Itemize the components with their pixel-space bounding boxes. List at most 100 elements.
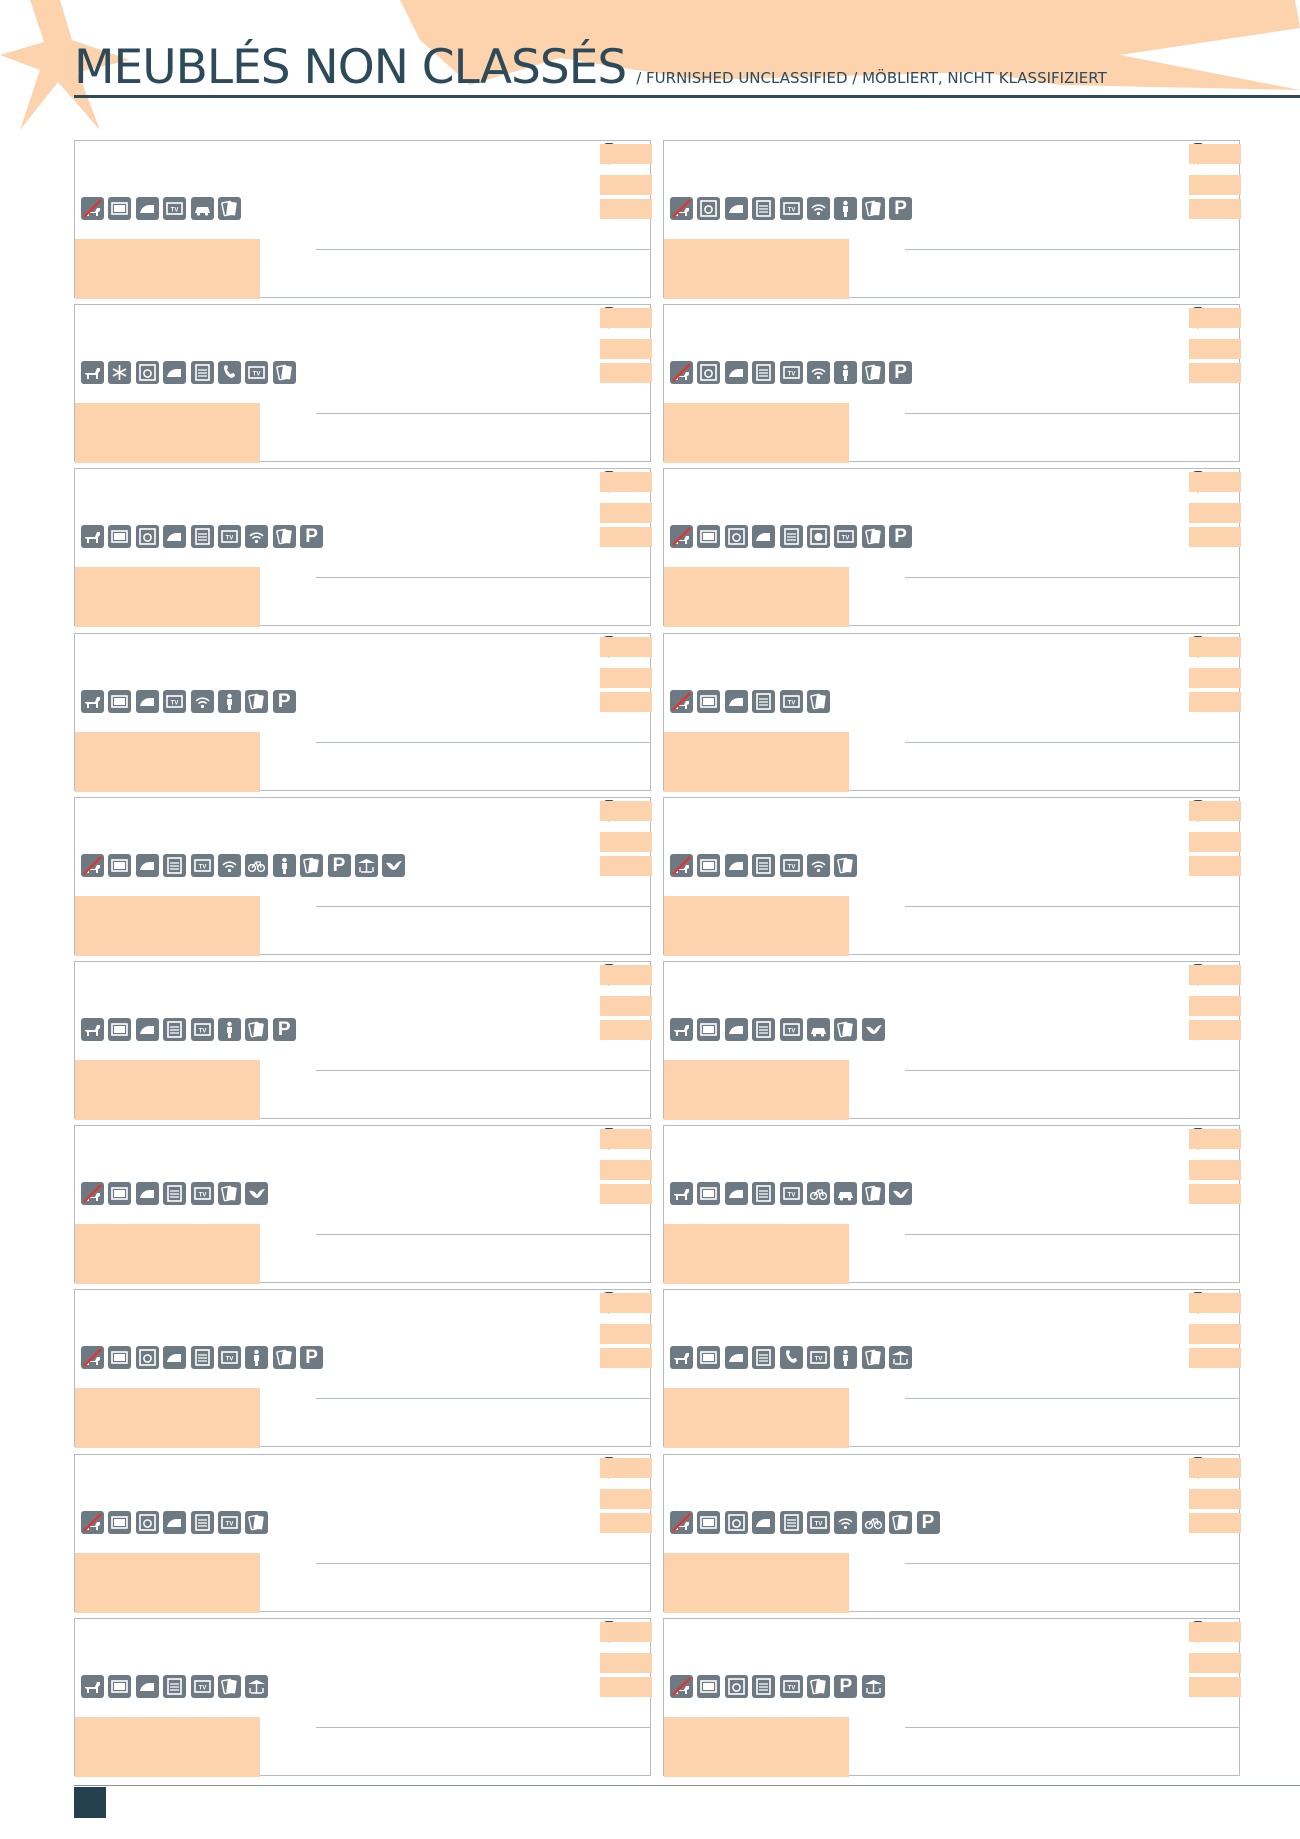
dishwasher-icon [752,197,776,220]
info-block-2 [600,339,652,360]
svg-text:TV: TV [787,1193,795,1199]
dishwasher-icon [163,853,187,877]
info-block-3 [600,363,652,384]
no-pets-icon [670,1674,693,1698]
info-block-1 [1189,1129,1241,1150]
info-block-2 [1189,1488,1241,1509]
iron-icon [163,1510,187,1534]
info-block-3 [600,1019,652,1040]
info-block-2 [600,1324,652,1345]
air-conditioning-icon [108,361,132,385]
child-icon [834,361,858,385]
pets-icon [81,1017,104,1041]
card-payment-icon [806,689,830,713]
info-block-2 [600,1488,652,1509]
washing-machine-icon [697,361,721,385]
card-payment-icon [861,525,885,549]
dishwasher-icon [752,689,776,713]
info-block-1 [600,964,652,985]
info-block-1 [1189,308,1241,329]
listing-card: TV [663,632,1241,792]
svg-text:TV: TV [787,1028,795,1034]
microwave-icon [108,197,132,220]
iron-icon [163,361,187,385]
info-block-3 [1189,691,1241,712]
divider-line [905,741,1239,743]
info-block-2 [1189,1652,1241,1673]
info-block-2 [1189,175,1241,195]
photo-placeholder [664,1388,849,1449]
divider-line [316,1069,650,1071]
card-payment-icon [217,197,241,220]
card-payment-icon [245,1017,269,1041]
card-payment-icon [834,1017,858,1041]
svg-text:TV: TV [198,1028,206,1034]
amenity-icons: TV [670,689,830,713]
tv-icon: TV [245,361,269,385]
iron-icon [724,197,748,220]
info-block-3 [600,1512,652,1533]
parking-icon: P [272,689,296,713]
photo-placeholder [75,1224,260,1285]
info-block-2 [1189,1324,1241,1345]
amenity-icons: TV P [670,525,913,549]
ancv-icon [861,1017,885,1041]
listing-card: TV P [663,1617,1241,1777]
microwave-icon [108,689,132,713]
listing-card: TV [663,796,1241,956]
info-block-2 [1189,339,1241,360]
info-block-1 [600,1129,652,1150]
microwave-icon [697,1017,721,1041]
page-title: MEUBLÉS NON CLASSÉS / FURNISHED UNCLASSIF… [74,38,1107,108]
dryer-icon [806,525,830,549]
info-block-1 [1189,964,1241,985]
svg-text:TV: TV [226,1521,234,1527]
photo-placeholder [664,1552,849,1613]
info-block-3 [1189,1019,1241,1040]
svg-text:TV: TV [198,1193,206,1199]
amenity-icons: TV [81,1182,269,1206]
info-block-1 [600,1457,652,1478]
info-block-3 [1189,363,1241,384]
listings-grid: TV TV P TV TV P TV P TV P TV P TV TV P TV TV P TV TV TV TV P TV… [74,140,1241,1780]
info-block-1 [1189,144,1241,164]
no-pets-icon [670,197,693,220]
card-payment-icon [889,1510,913,1534]
amenity-icons: TV P [81,1017,296,1041]
child-icon [834,1346,858,1370]
washing-machine-icon [724,1510,748,1534]
listing-card: TV [74,140,652,299]
info-block-1 [1189,1293,1241,1314]
card-payment-icon [861,361,885,385]
photo-placeholder [75,567,260,628]
microwave-icon [108,853,132,877]
listing-card: TV P [663,468,1241,628]
info-block-3 [1189,1512,1241,1533]
no-pets-icon [670,853,693,877]
dishwasher-icon [752,1182,776,1206]
tv-icon: TV [779,1017,803,1041]
info-block-2 [600,831,652,852]
iron-icon [724,1017,748,1041]
listing-card: TV [74,304,652,464]
info-block-2 [600,1652,652,1673]
info-block-2 [600,667,652,688]
listing-card: TV P [74,960,652,1120]
amenity-icons: TV P [670,1674,885,1698]
microwave-icon [697,853,721,877]
divider-line [316,1398,650,1400]
amenity-icons: TV P [81,853,406,877]
info-block-3 [600,691,652,712]
listing-card: TV [74,1125,652,1285]
photo-placeholder [664,895,849,956]
listing-card: TV P [74,796,652,956]
decorative-star-background [0,0,1300,130]
parking-icon: P [889,197,913,220]
card-payment-icon [217,1182,241,1206]
info-block-1 [1189,1621,1241,1642]
parking-icon: P [889,525,913,549]
svg-text:TV: TV [842,536,850,542]
photo-placeholder [664,1224,849,1285]
child-icon [217,1017,241,1041]
listing-card: TV [663,1125,1241,1285]
